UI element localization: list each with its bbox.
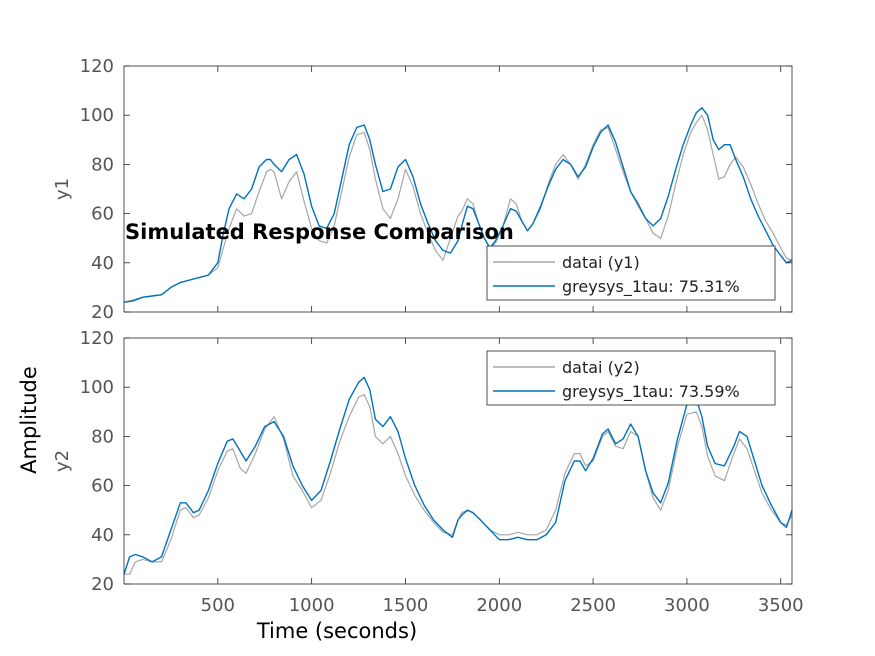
series-line-data [123, 114, 793, 303]
x-tick-label: 3000 [664, 595, 710, 616]
y-tick-label: 80 [91, 426, 114, 447]
y-tick-label: 100 [80, 105, 114, 126]
legend: datai (y1) greysys_1tau: 75.31% [486, 245, 776, 301]
x-tick-label: 1000 [289, 595, 335, 616]
subplot-y-label: y2 [52, 450, 73, 472]
x-tick-label: 2500 [570, 595, 616, 616]
y-tick-label: 100 [80, 377, 114, 398]
legend: datai (y2) greysys_1tau: 73.59% [486, 350, 776, 406]
x-tick-label: 3500 [758, 595, 804, 616]
y-tick-label: 60 [91, 476, 114, 497]
series-line-data [124, 394, 793, 575]
axes-box [123, 337, 793, 585]
y-tick-label: 20 [91, 302, 114, 323]
y-tick-label: 120 [80, 328, 114, 349]
y-tick-label: 80 [91, 154, 114, 175]
y-tick-label: 20 [91, 574, 114, 595]
subplot-y-label: y1 [52, 178, 73, 200]
legend-label: datai (y1) [562, 253, 640, 272]
chart-title: Simulated Response Comparison [125, 220, 514, 244]
x-axis-label: Time (seconds) [256, 619, 417, 643]
y-tick-label: 60 [91, 204, 114, 225]
legend-label: greysys_1tau: 75.31% [562, 277, 740, 297]
subplot-y1: 20 40 60 80 100 120 y1 datai (y1) greysys_1tau: … [52, 56, 793, 323]
legend-label: greysys_1tau: 73.59% [562, 382, 740, 402]
legend-box [486, 245, 776, 301]
axes-box [123, 65, 793, 313]
subplot-y2: 20 40 60 80 100 120 500 1000 1500 2000 2500 3000 350… [52, 328, 804, 616]
legend-label: datai (y2) [562, 358, 640, 377]
x-tick-label: 2000 [476, 595, 522, 616]
x-tick-label: 500 [201, 595, 235, 616]
series-line-model [123, 107, 793, 303]
legend-box [486, 350, 776, 406]
y-tick-label: 40 [91, 525, 114, 546]
x-tick-label: 1500 [383, 595, 429, 616]
y-tick-label: 40 [91, 253, 114, 274]
y-axis-label: Amplitude [17, 366, 41, 474]
y-tick-label: 120 [80, 56, 114, 77]
